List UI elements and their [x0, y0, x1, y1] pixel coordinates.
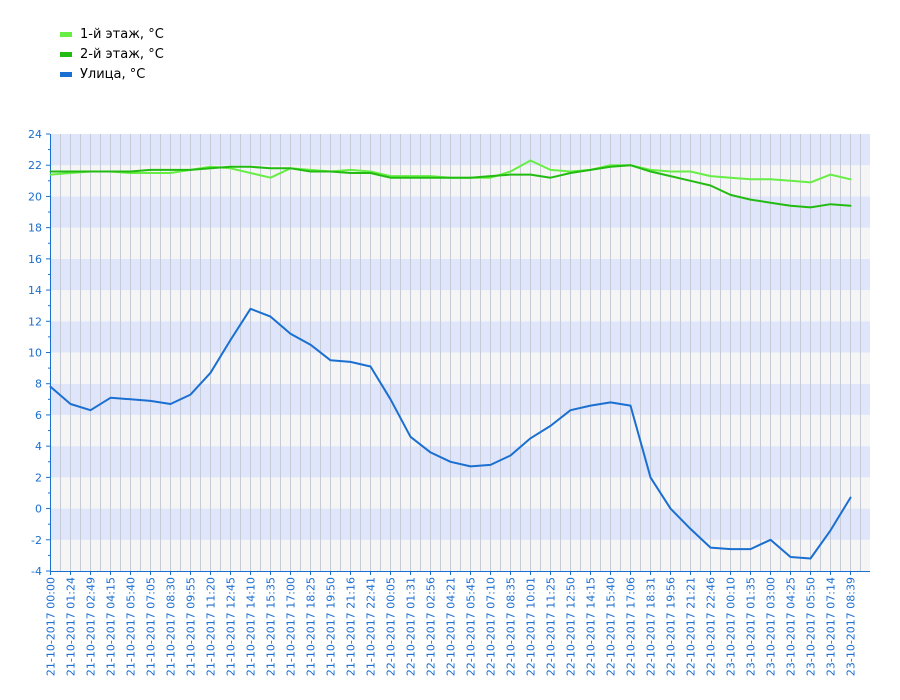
series-line-floor-2 — [49, 164, 852, 209]
y-tick-label: 22 — [28, 159, 42, 172]
x-tick-label: 21-10-2017 04:15 — [105, 577, 118, 676]
x-tick-label: 23-10-2017 00:10 — [725, 577, 738, 676]
y-tick-label: 12 — [28, 315, 42, 328]
y-tick-label: 6 — [35, 409, 42, 422]
legend-label-street: Улица, °C — [80, 66, 146, 82]
x-tick-label: 21-10-2017 21:16 — [345, 577, 358, 676]
y-tick-label: 10 — [28, 347, 42, 360]
x-tick-label: 21-10-2017 11:20 — [205, 577, 218, 676]
y-tick-label: 20 — [28, 190, 42, 203]
y-tick-label: 24 — [28, 128, 42, 141]
x-tick-label: 21-10-2017 05:40 — [125, 577, 138, 676]
legend-item-floor-2: 2-й этаж, °C — [60, 44, 164, 64]
x-tick-label: 22-10-2017 14:15 — [585, 577, 598, 676]
x-tick-label: 22-10-2017 07:10 — [485, 577, 498, 676]
y-tick-label: 14 — [28, 284, 42, 297]
x-tick-label: 22-10-2017 11:25 — [545, 577, 558, 676]
x-tick-label: 22-10-2017 02:56 — [425, 577, 438, 676]
x-tick-label: 22-10-2017 08:35 — [505, 577, 518, 676]
x-tick-label: 22-10-2017 05:45 — [465, 577, 478, 676]
x-tick-label: 23-10-2017 05:50 — [805, 577, 818, 676]
x-tick-label: 21-10-2017 22:41 — [365, 577, 378, 676]
x-tick-label: 21-10-2017 07:05 — [145, 577, 158, 676]
y-tick-label: 4 — [35, 440, 42, 453]
y-tick-label: 8 — [35, 378, 42, 391]
y-tick-label: 0 — [35, 503, 42, 516]
y-tick-label: 16 — [28, 253, 42, 266]
legend-label-floor-1: 1-й этаж, °C — [80, 26, 164, 42]
x-tick-label: 22-10-2017 19:56 — [665, 577, 678, 676]
x-tick-label: 21-10-2017 12:45 — [225, 577, 238, 676]
x-tick-label: 23-10-2017 08:39 — [845, 577, 858, 676]
legend: 1-й этаж, °C 2-й этаж, °C Улица, °C — [60, 24, 164, 84]
x-tick-label: 21-10-2017 18:25 — [305, 577, 318, 676]
x-tick-label: 22-10-2017 22:46 — [705, 577, 718, 676]
legend-swatch-street — [60, 71, 72, 77]
x-tick-label: 22-10-2017 18:31 — [645, 577, 658, 676]
y-tick-label: -4 — [31, 565, 42, 578]
y-tick-label: -2 — [31, 534, 42, 547]
x-tick-label: 21-10-2017 08:30 — [165, 577, 178, 676]
legend-item-floor-1: 1-й этаж, °C — [60, 24, 164, 44]
x-tick-label: 21-10-2017 00:00 — [45, 577, 58, 676]
x-tick-label: 23-10-2017 03:00 — [765, 577, 778, 676]
x-tick-label: 21-10-2017 19:50 — [325, 577, 338, 676]
x-tick-label: 22-10-2017 01:31 — [405, 577, 418, 676]
x-tick-label: 21-10-2017 01:24 — [65, 577, 78, 676]
legend-swatch-floor-1 — [60, 31, 72, 37]
x-tick-label: 23-10-2017 07:14 — [825, 577, 838, 676]
series-line-street — [49, 307, 852, 560]
x-tick-label: 21-10-2017 14:10 — [245, 577, 258, 676]
x-tick-label: 22-10-2017 12:50 — [565, 577, 578, 676]
x-tick-label: 22-10-2017 04:21 — [445, 577, 458, 676]
x-tick-label: 23-10-2017 04:25 — [785, 577, 798, 676]
x-tick-label: 22-10-2017 21:21 — [685, 577, 698, 676]
x-tick-label: 22-10-2017 00:05 — [385, 577, 398, 676]
y-tick-label: 2 — [35, 471, 42, 484]
x-tick-label: 21-10-2017 15:35 — [265, 577, 278, 676]
x-tick-label: 21-10-2017 09:55 — [185, 577, 198, 676]
y-tick-label: 18 — [28, 222, 42, 235]
x-tick-label: 21-10-2017 02:49 — [85, 577, 98, 676]
x-tick-label: 23-10-2017 01:35 — [745, 577, 758, 676]
legend-item-street: Улица, °C — [60, 64, 164, 84]
legend-swatch-floor-2 — [60, 51, 72, 57]
x-tick-label: 22-10-2017 10:01 — [525, 577, 538, 676]
x-tick-label: 22-10-2017 15:40 — [605, 577, 618, 676]
x-tick-label: 22-10-2017 17:06 — [625, 577, 638, 676]
legend-label-floor-2: 2-й этаж, °C — [80, 46, 164, 62]
x-tick-label: 21-10-2017 17:00 — [285, 577, 298, 676]
